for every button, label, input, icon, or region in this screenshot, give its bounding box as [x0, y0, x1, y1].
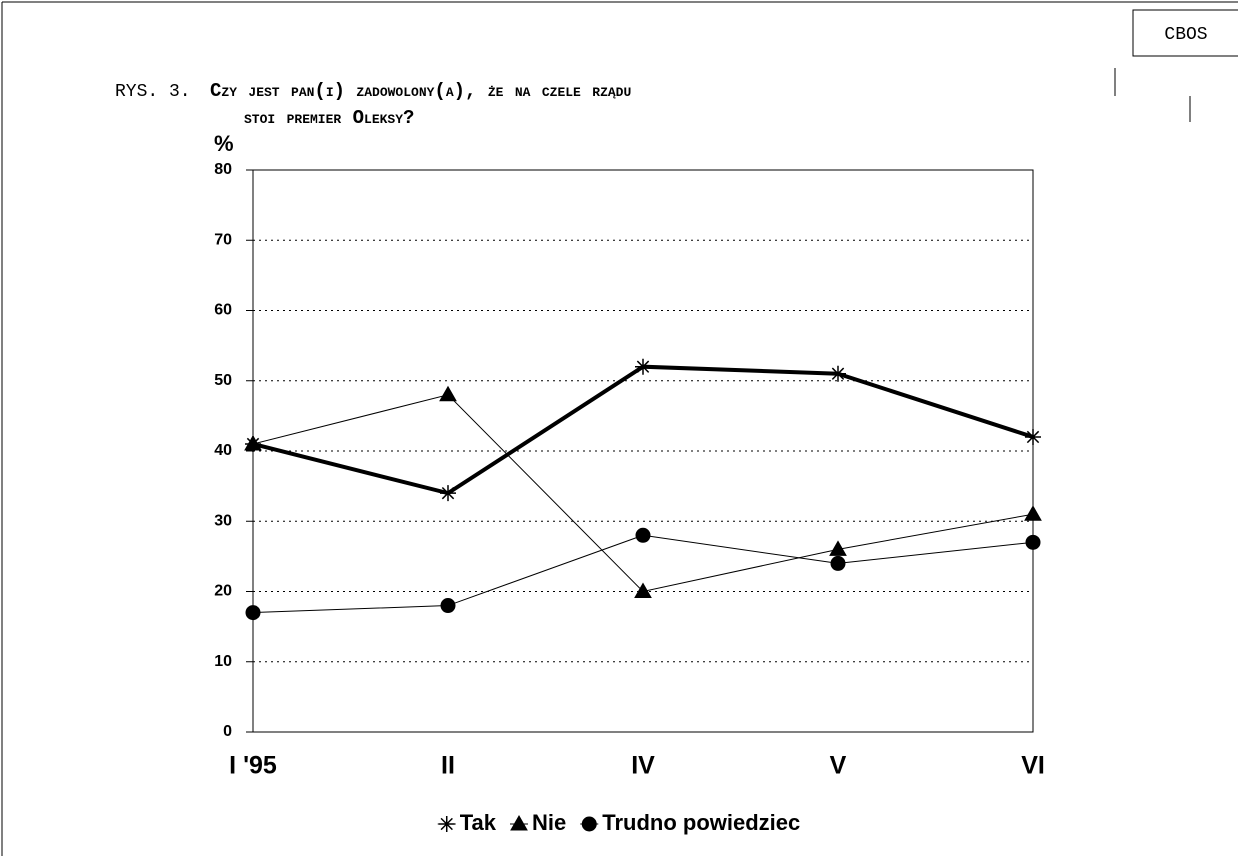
legend-marker — [510, 814, 528, 831]
data-point — [634, 582, 652, 598]
chart-title: stoi premier Oleksy? — [244, 107, 414, 129]
y-axis-label: % — [214, 131, 234, 156]
figure-label: RYS. 3. — [115, 82, 191, 102]
data-point — [245, 605, 261, 621]
series-line — [252, 364, 1034, 496]
y-tick-label: 70 — [214, 231, 232, 248]
legend-label: Nie — [532, 810, 566, 835]
y-tick-label: 0 — [223, 723, 232, 740]
y-tick-label: 50 — [214, 372, 232, 389]
data-point — [439, 385, 457, 402]
label-box — [1132, 9, 1238, 57]
y-tick-label: 30 — [214, 512, 232, 529]
page-label: CBOS — [1164, 25, 1207, 45]
data-point — [440, 485, 456, 502]
data-point — [829, 540, 847, 556]
x-tick-label: I '95 — [229, 752, 277, 780]
data-point — [635, 358, 651, 375]
data-point — [635, 527, 651, 543]
legend-label: Trudno powiedziec — [602, 810, 800, 835]
data-point — [830, 555, 846, 571]
series-line — [252, 394, 1034, 593]
series-line — [252, 534, 1034, 614]
data-point — [1024, 505, 1042, 521]
legend-label: Tak — [460, 810, 497, 835]
y-tick-label: 60 — [214, 302, 232, 319]
legend-marker — [581, 816, 597, 832]
y-tick-label: 10 — [214, 653, 232, 670]
data-point — [830, 365, 846, 382]
y-tick-label: 80 — [214, 161, 232, 178]
legend-marker — [438, 816, 455, 832]
y-tick-label: 20 — [214, 583, 232, 600]
x-tick-label: V — [830, 752, 847, 780]
data-point — [1025, 534, 1041, 550]
legend: Tak Nie Trudno powiedziec — [437, 810, 800, 835]
x-tick-label: II — [441, 752, 455, 780]
data-point — [244, 434, 262, 451]
y-tick-label: 40 — [214, 442, 232, 459]
chart-title: Czy jest pan(i) zadowolony(a), że na cze… — [210, 80, 631, 102]
x-tick-label: IV — [631, 752, 655, 780]
data-point — [1025, 428, 1041, 445]
data-point — [440, 598, 456, 614]
x-tick-label: VI — [1021, 752, 1045, 780]
